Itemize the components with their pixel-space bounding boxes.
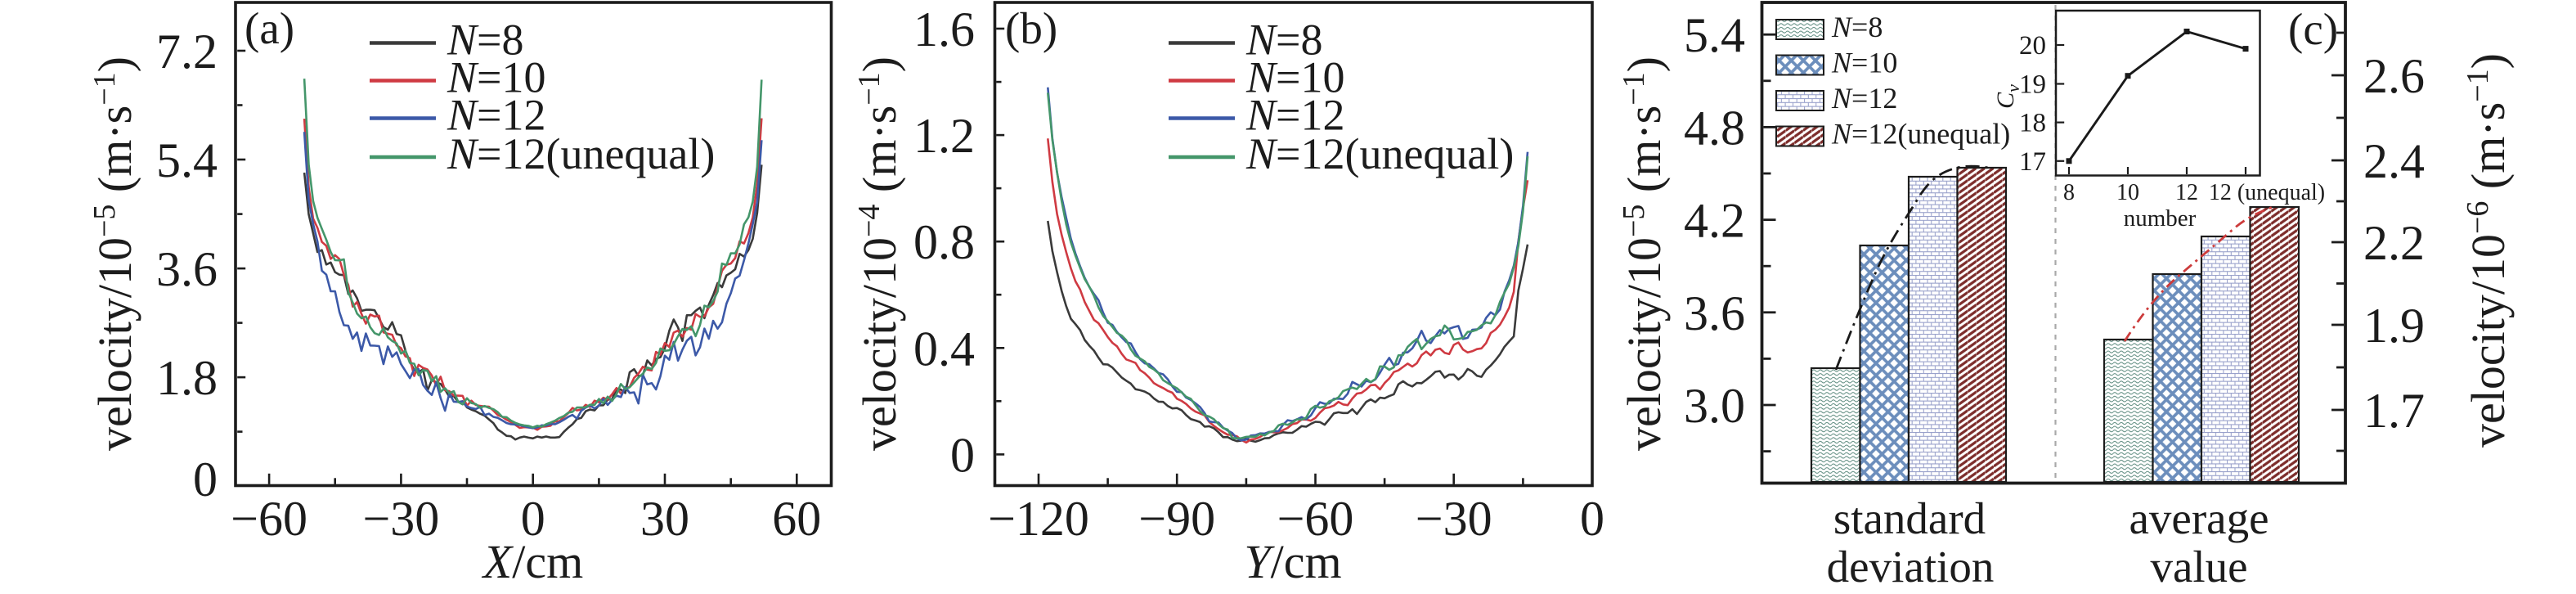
svg-text:1.7: 1.7 [2363, 384, 2425, 438]
svg-text:5.4: 5.4 [1684, 8, 1745, 62]
svg-text:5.4: 5.4 [156, 133, 218, 187]
svg-text:velocity/10−4 (m·s−1): velocity/10−4 (m·s−1) [852, 56, 906, 451]
svg-text:7.2: 7.2 [156, 25, 218, 79]
svg-text:deviation: deviation [1827, 542, 1995, 592]
svg-text:N=8: N=8 [1831, 11, 1883, 43]
svg-text:30: 30 [640, 492, 689, 546]
svg-text:−90: −90 [1138, 492, 1215, 546]
svg-text:(a): (a) [245, 3, 294, 53]
svg-text:1.8: 1.8 [156, 351, 218, 405]
svg-text:(c): (c) [2288, 4, 2338, 54]
svg-text:Y/cm: Y/cm [1244, 535, 1341, 588]
svg-text:N=12: N=12 [1245, 91, 1345, 140]
svg-text:standard: standard [1833, 493, 1986, 543]
svg-text:N=12: N=12 [1831, 82, 1897, 115]
svg-text:1.2: 1.2 [913, 109, 975, 163]
svg-text:N=10: N=10 [1831, 47, 1897, 79]
svg-text:N=12: N=12 [447, 91, 546, 140]
svg-text:average: average [2129, 493, 2269, 543]
svg-text:velocity/10−6 (m·s−1): velocity/10−6 (m·s−1) [2461, 53, 2515, 448]
svg-text:N=8: N=8 [1245, 16, 1323, 65]
svg-text:value: value [2150, 542, 2247, 592]
svg-text:18: 18 [2019, 109, 2046, 138]
svg-text:0.4: 0.4 [913, 322, 975, 376]
svg-text:−30: −30 [362, 492, 439, 546]
svg-text:X/cm: X/cm [482, 535, 583, 588]
svg-text:velocity/10−5 (m·s−1): velocity/10−5 (m·s−1) [88, 56, 141, 451]
svg-text:−60: −60 [231, 492, 307, 546]
svg-text:3.6: 3.6 [156, 242, 218, 296]
svg-text:12 (unequal): 12 (unequal) [2209, 180, 2325, 205]
svg-text:N=12(unequal): N=12(unequal) [1245, 129, 1514, 178]
svg-text:19: 19 [2019, 70, 2046, 100]
svg-text:number: number [2124, 205, 2197, 232]
svg-text:60: 60 [772, 492, 821, 546]
svg-text:0: 0 [193, 452, 218, 506]
svg-text:(b): (b) [1005, 3, 1057, 53]
svg-text:velocity/10−5 (m·s−1): velocity/10−5 (m·s−1) [1617, 56, 1671, 451]
svg-text:4.2: 4.2 [1684, 194, 1745, 248]
svg-text:2.4: 2.4 [2363, 134, 2425, 188]
svg-text:N=12(unequal): N=12(unequal) [447, 129, 715, 178]
svg-text:0.8: 0.8 [913, 215, 975, 269]
svg-text:0: 0 [1580, 492, 1604, 546]
svg-text:−30: −30 [1416, 492, 1492, 546]
svg-text:1.9: 1.9 [2363, 299, 2425, 353]
svg-text:1.6: 1.6 [913, 2, 975, 56]
svg-text:−120: −120 [988, 492, 1089, 546]
svg-text:2.2: 2.2 [2363, 216, 2425, 270]
svg-text:8: 8 [2063, 180, 2075, 205]
svg-text:12: 12 [2175, 180, 2198, 205]
svg-text:−60: −60 [1277, 492, 1354, 546]
svg-text:3.6: 3.6 [1684, 286, 1745, 340]
svg-text:0: 0 [521, 492, 545, 546]
svg-text:4.8: 4.8 [1684, 101, 1745, 155]
svg-text:10: 10 [2116, 180, 2139, 205]
svg-text:3.0: 3.0 [1684, 379, 1745, 433]
svg-text:0: 0 [950, 428, 975, 482]
svg-text:N=12(unequal): N=12(unequal) [1831, 118, 2010, 151]
svg-text:20: 20 [2019, 31, 2046, 61]
svg-text:N=8: N=8 [447, 16, 524, 65]
svg-text:N=10: N=10 [447, 53, 546, 102]
svg-text:2.6: 2.6 [2363, 49, 2425, 103]
svg-text:N=10: N=10 [1245, 53, 1345, 102]
svg-text:17: 17 [2019, 147, 2046, 177]
